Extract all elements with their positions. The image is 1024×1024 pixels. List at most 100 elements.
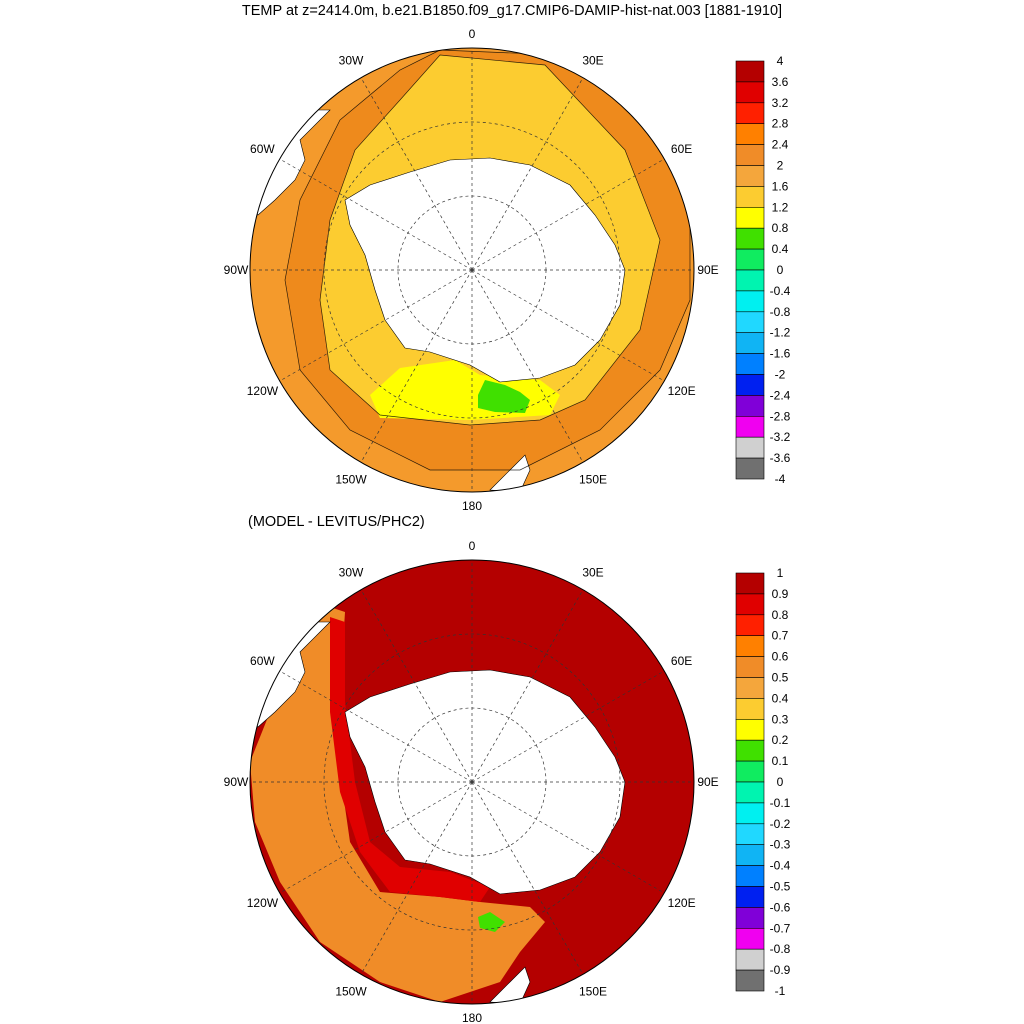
colorbar-box — [735, 81, 765, 104]
colorbar-box — [735, 865, 765, 887]
colorbar-box — [735, 227, 765, 250]
longitude-label: 120E — [668, 384, 696, 398]
colorbar-label: -0.3 — [770, 838, 791, 852]
longitude-label: 120W — [247, 384, 279, 398]
colorbar-label: -3.6 — [770, 451, 791, 465]
longitude-gridline — [279, 670, 473, 783]
colorbar-box — [735, 635, 765, 657]
colorbar-box — [735, 395, 765, 417]
longitude-label: 60W — [250, 142, 275, 156]
colorbar-box — [735, 248, 765, 271]
colorbar-label: -0.8 — [770, 942, 791, 956]
map-boundary-circle — [249, 47, 695, 493]
colorbar-label: 0.9 — [772, 587, 789, 601]
colorbar-label: 1.2 — [772, 200, 789, 214]
colorbar-box — [735, 781, 765, 804]
longitude-label: 150W — [335, 473, 367, 487]
longitude-gridline — [279, 781, 473, 894]
longitude-label: 180 — [462, 1011, 482, 1024]
longitude-label: 0 — [469, 27, 476, 41]
longitude-label: 90W — [224, 775, 249, 789]
colorbar-label: -1 — [775, 984, 786, 998]
colorbar-label: 0.4 — [772, 242, 789, 256]
colorbar-box — [735, 457, 765, 480]
colorbar-box — [735, 677, 765, 699]
longitude-gridline — [471, 269, 665, 382]
difference-subtitle: (MODEL - LEVITUS/PHC2) — [248, 514, 425, 530]
bottom-colorbar: 1 0.9 0.8 0.7 0.6 0.5 0.4 0.3 0.2 0.1 0 -0.1 -0.2 -0.… — [735, 566, 791, 998]
longitude-gridline — [471, 77, 584, 271]
longitude-label: 30E — [582, 565, 603, 579]
colorbar-label: 2.8 — [772, 117, 789, 131]
colorbar-label: -0.7 — [770, 921, 791, 935]
colorbar-label: -2.8 — [770, 409, 791, 423]
longitude-gridline — [360, 781, 473, 975]
colorbar-box — [735, 593, 765, 616]
longitude-label: 90E — [697, 263, 718, 277]
colorbar-box — [735, 102, 765, 125]
colorbar-box — [735, 614, 765, 637]
colorbar-box — [735, 656, 765, 678]
longitude-label: 90E — [697, 775, 718, 789]
longitude-gridline — [471, 781, 665, 894]
top-map-field — [250, 48, 694, 492]
colorbar-box — [735, 269, 765, 292]
longitude-label: 90W — [224, 263, 249, 277]
colorbar-box — [735, 353, 765, 375]
colorbar-label: -0.9 — [770, 963, 791, 977]
longitude-label: 180 — [462, 499, 482, 513]
colorbar-label: 3.6 — [772, 75, 789, 89]
longitude-label: 60W — [250, 654, 275, 668]
longitude-label: 150E — [579, 985, 607, 999]
colorbar-label: -1.6 — [770, 347, 791, 361]
colorbar-box — [735, 948, 765, 971]
colorbar-label: 0.5 — [772, 671, 789, 685]
colorbar-label: 0.3 — [772, 712, 789, 726]
longitude-gridline — [360, 269, 473, 463]
colorbar-label: 0.2 — [772, 733, 789, 747]
colorbar-label: 0.1 — [772, 754, 789, 768]
colorbar-label: -0.6 — [770, 900, 791, 914]
colorbar-box — [735, 907, 765, 929]
colorbar-box — [735, 311, 765, 333]
longitude-gridline — [471, 670, 665, 783]
longitude-gridline — [471, 158, 665, 271]
longitude-label: 120E — [668, 896, 696, 910]
colorbar-box — [735, 207, 765, 229]
colorbar-box — [735, 290, 765, 313]
colorbar-label: -0.2 — [770, 817, 791, 831]
top-colorbar: 4 3.6 3.2 2.8 2.4 2 1.6 1.2 0.8 0.4 0 -0.4 -0.8 -1.2 -… — [735, 54, 791, 486]
colorbar-box — [735, 165, 765, 187]
bottom-polar-map-panel: 0 30E 60E 90E 120E 150E 180 150W 120W 90W 60W 30W 1… — [224, 539, 791, 1024]
colorbar-label: 0.4 — [772, 691, 789, 705]
longitude-gridline — [279, 269, 473, 382]
colorbar-box — [735, 802, 765, 825]
colorbar-label: 3.2 — [772, 96, 789, 110]
longitude-label: 0 — [469, 539, 476, 553]
top-polar-map-panel: 0 30E 60E 90E 120E 150E 180 150W 120W 90W 60W 30W 4… — [224, 27, 791, 513]
colorbar-label: -0.5 — [770, 880, 791, 894]
longitude-label: 60E — [671, 654, 692, 668]
colorbar-label: 2 — [777, 159, 784, 173]
colorbar-box — [735, 415, 765, 438]
colorbar-box — [735, 436, 765, 459]
colorbar-label: -0.8 — [770, 305, 791, 319]
colorbar-box — [735, 60, 765, 83]
longitude-label: 120W — [247, 896, 279, 910]
colorbar-box — [735, 144, 765, 166]
figure-title: TEMP at z=2414.0m, b.e21.B1850.f09_g17.C… — [241, 3, 783, 19]
longitude-labels: 0 30E 60E 90E 120E 150E 180 150W 120W 90W 60W 30W — [224, 539, 719, 1024]
longitude-gridline — [471, 781, 584, 975]
longitude-label: 30E — [582, 53, 603, 67]
bottom-map-field — [250, 560, 694, 1004]
colorbar-box — [735, 823, 765, 845]
colorbar-box — [735, 739, 765, 762]
colorbar-label: -1.2 — [770, 326, 791, 340]
colorbar-label: 0.7 — [772, 629, 789, 643]
colorbar-box — [735, 760, 765, 783]
colorbar-box — [735, 719, 765, 741]
longitude-label: 30W — [339, 53, 364, 67]
colorbar-label: 4 — [777, 54, 784, 68]
colorbar-label: 0 — [777, 775, 784, 789]
colorbar-box — [735, 698, 765, 720]
